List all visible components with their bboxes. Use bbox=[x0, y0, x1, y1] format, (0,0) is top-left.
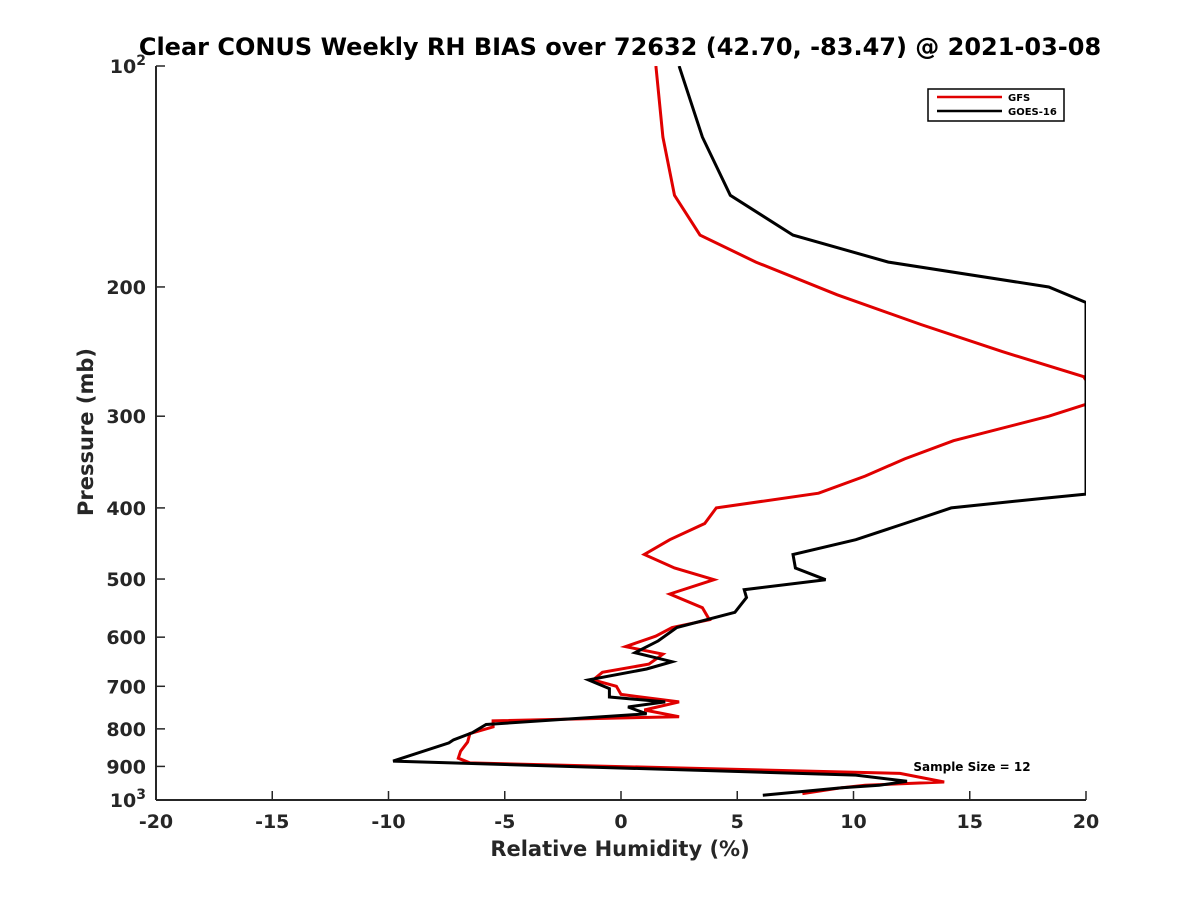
x-tick-label: -10 bbox=[371, 811, 405, 833]
y-tick-label: 400 bbox=[106, 498, 146, 520]
y-tick-label: 103 bbox=[110, 787, 146, 812]
x-tick-label: 15 bbox=[957, 811, 983, 833]
x-tick-label: -5 bbox=[494, 811, 515, 833]
x-tick-label: 5 bbox=[731, 811, 744, 833]
sample-size-annotation: Sample Size = 12 bbox=[913, 760, 1030, 774]
y-tick-label: 500 bbox=[106, 569, 146, 591]
legend-label-gfs: GFS bbox=[1008, 93, 1030, 104]
y-tick-label: 300 bbox=[106, 406, 146, 428]
axes-layer: -20 -15 -10 -5 0 5 10 15 20 102 200 300 400 500 600 700… bbox=[106, 53, 1099, 833]
x-tick-label: -20 bbox=[139, 811, 173, 833]
y-tick-label: 200 bbox=[106, 277, 146, 299]
legend: GFS GOES-16 bbox=[927, 88, 1065, 122]
x-tick-label: -15 bbox=[255, 811, 289, 833]
y-axis-label: Pressure (mb) bbox=[74, 348, 98, 516]
legend-label-goes16: GOES-16 bbox=[1008, 107, 1057, 118]
series-layer bbox=[392, 66, 1086, 797]
y-tick-label: 102 bbox=[110, 53, 146, 78]
y-tick-label: 800 bbox=[106, 719, 146, 741]
legend-box bbox=[927, 88, 1065, 122]
x-tick-label: 0 bbox=[614, 811, 627, 833]
y-tick-label: 700 bbox=[106, 676, 146, 698]
x-tick-label: 10 bbox=[840, 811, 866, 833]
series-line-gfs bbox=[456, 66, 1086, 796]
y-tick-label: 900 bbox=[106, 756, 146, 778]
series-line-goes16 bbox=[392, 66, 1086, 797]
y-tick-label: 600 bbox=[106, 627, 146, 649]
x-axis-label: Relative Humidity (%) bbox=[490, 837, 749, 861]
x-tick-label: 20 bbox=[1073, 811, 1099, 833]
chart-title: Clear CONUS Weekly RH BIAS over 72632 (4… bbox=[139, 33, 1101, 61]
